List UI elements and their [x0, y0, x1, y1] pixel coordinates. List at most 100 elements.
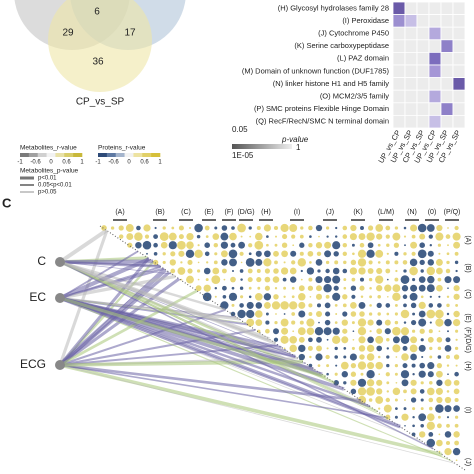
dot [245, 258, 255, 267]
dot [298, 310, 306, 318]
dot [230, 276, 236, 283]
heat-cell [440, 89, 454, 104]
heat-cell [392, 52, 406, 66]
legend-tick: 0 [127, 160, 131, 166]
dot [265, 312, 269, 316]
dot [263, 258, 272, 267]
dot [248, 226, 252, 230]
dot [180, 261, 183, 264]
dot [316, 251, 322, 257]
dot [316, 303, 322, 308]
dot [419, 233, 426, 240]
heat-cell [428, 39, 442, 53]
row-group: (I) [464, 407, 471, 414]
dot [454, 225, 459, 231]
column-group: (P/Q) [444, 209, 461, 216]
dot [220, 301, 229, 310]
dot [418, 284, 426, 292]
dot [255, 258, 263, 266]
dot [335, 235, 338, 238]
heat-cell [416, 52, 430, 66]
dot [429, 346, 433, 351]
dot [376, 328, 383, 335]
edge [59, 364, 456, 464]
dot [230, 242, 236, 248]
dot [340, 361, 349, 370]
dot [412, 407, 416, 411]
dot [419, 259, 425, 266]
dot [248, 295, 252, 299]
column-group: (F) [225, 209, 234, 216]
dot [299, 234, 304, 239]
dot [357, 258, 367, 267]
row-group: (J) [464, 458, 471, 466]
legend-tick: 1E-05 [232, 151, 254, 160]
dot [309, 295, 312, 298]
dot [410, 353, 417, 361]
dot [247, 268, 253, 274]
dot [394, 398, 398, 402]
dot [400, 327, 410, 336]
dot [231, 226, 235, 230]
dot [446, 295, 450, 299]
dot [428, 432, 434, 437]
dot [273, 328, 279, 335]
dot [170, 251, 176, 257]
row-group: (F)(D/G) [464, 327, 471, 353]
dot [247, 277, 253, 283]
dot [291, 260, 296, 265]
dot [368, 225, 374, 231]
dot [308, 337, 313, 343]
row-group: (A) [464, 235, 471, 244]
dot [186, 275, 194, 284]
dot [386, 355, 390, 359]
dot [274, 320, 278, 325]
row-label: (L) PAZ domain [337, 54, 389, 63]
dot [452, 232, 461, 241]
dot [196, 234, 201, 239]
dot [418, 370, 426, 378]
dot [229, 258, 237, 267]
dot [366, 387, 375, 396]
dot [282, 277, 287, 282]
dot [445, 234, 451, 239]
dot [239, 286, 244, 290]
dot [420, 269, 424, 273]
dot [437, 355, 442, 359]
dot [332, 335, 341, 344]
dot [427, 387, 435, 396]
dot [333, 251, 339, 257]
dot [222, 294, 227, 299]
heat-cell [440, 1, 454, 16]
heat-cell [440, 102, 454, 116]
dot [394, 363, 399, 368]
dot [299, 251, 304, 256]
dot [436, 379, 443, 386]
diagonal [99, 225, 466, 471]
legend-tick: -0.6 [30, 160, 41, 166]
dot [429, 355, 433, 359]
dot [283, 295, 286, 298]
heat-cell [440, 39, 454, 53]
dot [386, 243, 390, 247]
dot [280, 335, 289, 344]
node [55, 257, 65, 267]
heat-cell [404, 89, 418, 104]
edge [59, 364, 387, 419]
dot [351, 243, 355, 247]
dot [237, 309, 246, 319]
dot [135, 241, 142, 249]
dot [435, 267, 443, 275]
dot [437, 277, 442, 282]
dot [419, 389, 425, 394]
legend-bar [64, 153, 74, 157]
dot [409, 292, 418, 301]
dot [341, 371, 348, 378]
dot [316, 345, 322, 352]
heat-cell [416, 39, 430, 53]
edge [59, 296, 296, 359]
dot [437, 415, 441, 419]
dot [421, 355, 424, 359]
dot [403, 252, 407, 256]
dot [386, 347, 389, 350]
